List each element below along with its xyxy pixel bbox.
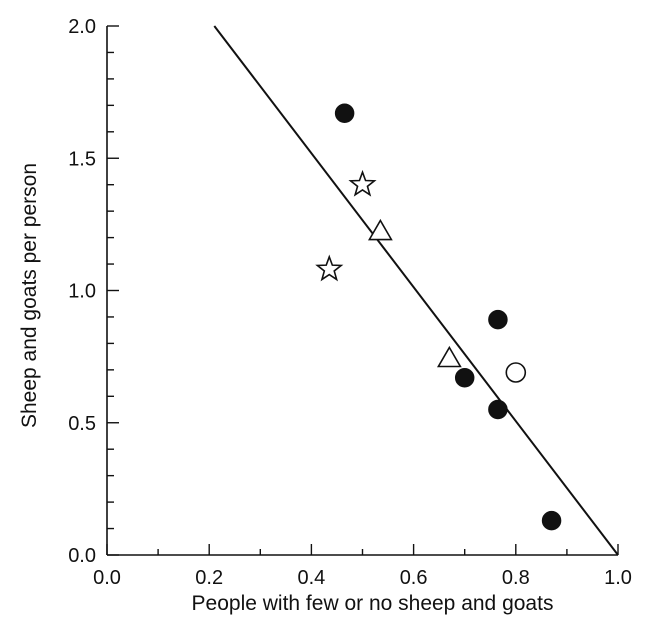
x-tick-label: 0.0 <box>93 567 121 589</box>
y-tick-label: 0.5 <box>68 413 96 435</box>
data-point-open-triangle <box>436 345 462 368</box>
axis-ticks <box>106 25 619 556</box>
x-tick-label: 0.2 <box>195 567 223 589</box>
fit-line-group <box>213 25 619 556</box>
tick-labels: 0.0 0.2 0.4 0.6 0.8 1.0 0.0 0.5 1.0 1.5 2.0 <box>68 16 632 589</box>
data-point-filled-circle <box>488 399 508 420</box>
regression-line <box>213 25 619 556</box>
x-tick-label: 1.0 <box>604 567 632 589</box>
data-point-open-star <box>348 169 377 197</box>
data-point-open-star <box>315 254 344 282</box>
x-tick-label: 0.6 <box>400 567 428 589</box>
data-point-filled-circle <box>334 103 355 124</box>
y-tick-label: 1.0 <box>68 281 96 303</box>
x-tick-label: 0.4 <box>297 567 325 589</box>
y-tick-label: 1.5 <box>68 148 96 170</box>
axes <box>106 26 618 556</box>
y-tick-label: 0.0 <box>68 545 96 567</box>
data-point-filled-circle <box>541 510 562 531</box>
x-axis-title: People with few or no sheep and goats <box>192 592 554 615</box>
y-axis-title: Sheep and goats per person <box>18 163 41 428</box>
x-tick-label: 0.8 <box>502 567 530 589</box>
data-points <box>315 103 562 531</box>
data-point-filled-circle <box>454 368 475 388</box>
data-point-open-triangle <box>367 218 393 241</box>
data-point-filled-circle <box>488 309 508 330</box>
data-point-open-circle <box>505 362 527 383</box>
y-tick-label: 2.0 <box>68 16 96 38</box>
